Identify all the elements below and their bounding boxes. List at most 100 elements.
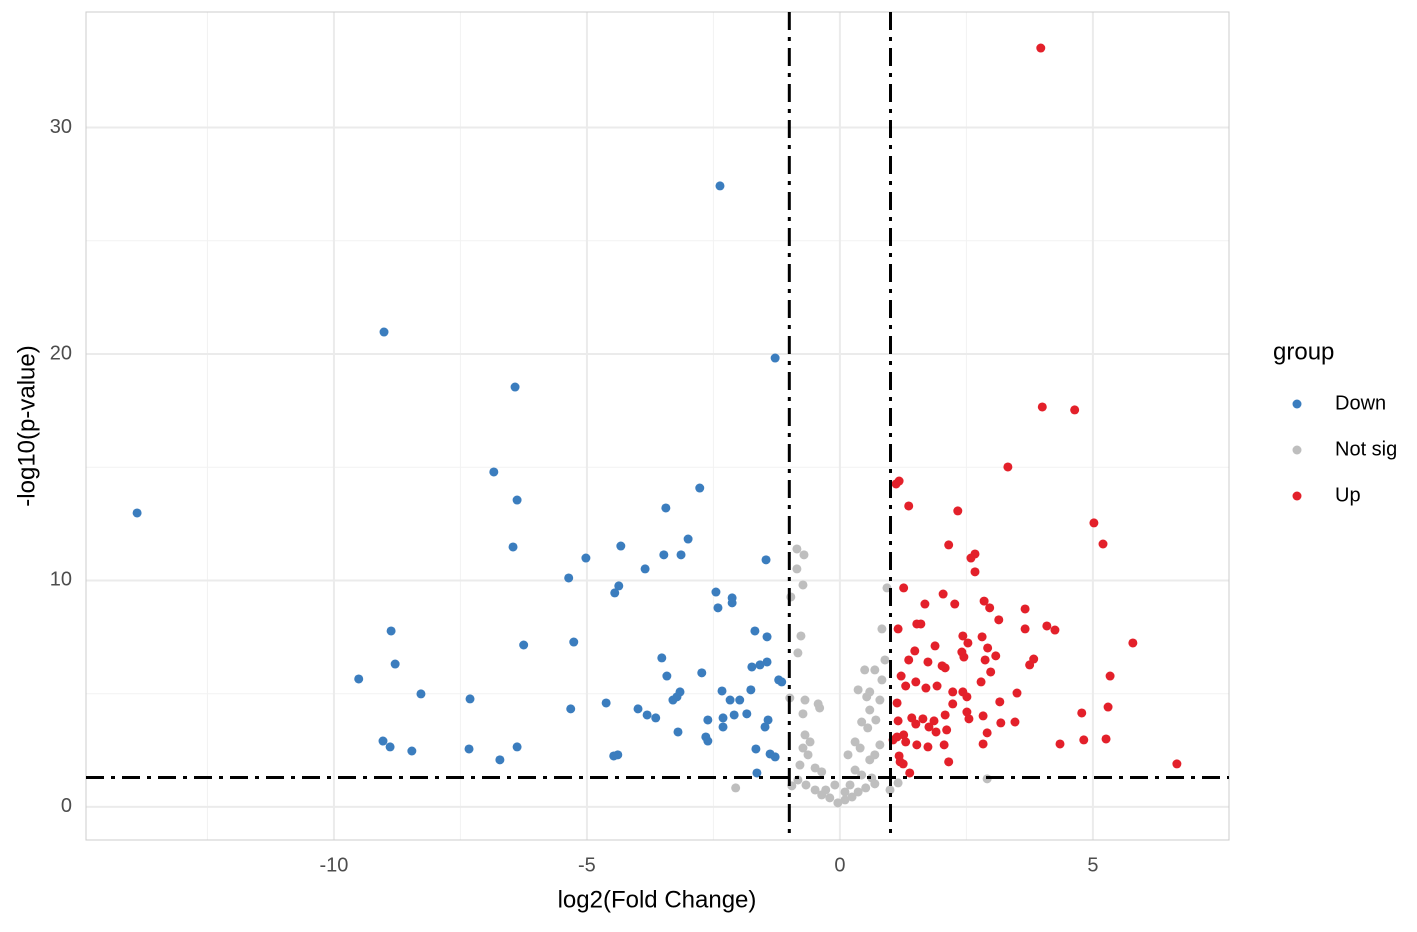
point <box>958 631 968 641</box>
point <box>725 695 735 705</box>
point <box>703 736 713 746</box>
point <box>860 665 870 675</box>
point <box>792 564 802 574</box>
point <box>651 713 661 723</box>
point <box>564 573 574 583</box>
point <box>863 723 873 733</box>
point <box>715 181 725 191</box>
point <box>742 709 752 719</box>
point <box>911 677 921 687</box>
point <box>942 725 952 735</box>
point <box>697 668 707 678</box>
point <box>959 652 969 662</box>
point <box>977 632 987 642</box>
point <box>870 779 880 789</box>
point <box>1172 759 1182 769</box>
point <box>923 742 933 752</box>
point <box>937 661 947 671</box>
point <box>1103 702 1113 712</box>
point <box>508 542 518 552</box>
point <box>407 746 417 756</box>
point <box>924 722 934 732</box>
point <box>853 787 863 797</box>
point <box>944 540 954 550</box>
point <box>911 719 921 729</box>
point <box>1010 717 1020 727</box>
point <box>865 755 875 765</box>
point <box>795 760 805 770</box>
point <box>893 716 903 726</box>
point <box>1077 708 1087 718</box>
point <box>718 713 728 723</box>
point <box>512 495 522 505</box>
point <box>921 683 931 693</box>
point <box>963 638 973 648</box>
point <box>581 553 591 563</box>
point <box>962 692 972 702</box>
point <box>416 689 426 699</box>
point <box>948 687 958 697</box>
point <box>464 744 474 754</box>
point <box>810 785 820 795</box>
point <box>713 603 723 613</box>
point <box>939 740 949 750</box>
point <box>747 662 757 672</box>
point <box>465 694 475 704</box>
point <box>796 631 806 641</box>
point <box>800 730 810 740</box>
point <box>871 715 881 725</box>
point <box>904 655 914 665</box>
point <box>964 714 974 724</box>
point <box>770 752 780 762</box>
point <box>640 564 650 574</box>
point <box>904 501 914 511</box>
point <box>877 624 887 634</box>
point <box>727 598 737 608</box>
point <box>385 742 395 752</box>
legend-title: group <box>1273 338 1334 365</box>
point <box>1055 739 1065 749</box>
point <box>1003 462 1013 472</box>
point <box>918 714 928 724</box>
point <box>996 718 1006 728</box>
point <box>793 648 803 658</box>
point <box>711 587 721 597</box>
point <box>891 479 901 489</box>
point <box>840 787 850 797</box>
point <box>912 740 922 750</box>
point <box>762 657 772 667</box>
point <box>985 603 995 613</box>
point <box>798 580 808 590</box>
point <box>978 739 988 749</box>
point <box>930 641 940 651</box>
point <box>601 698 611 708</box>
point <box>905 768 915 778</box>
legend-label: Up <box>1335 484 1361 506</box>
point <box>662 671 672 681</box>
legend-swatch <box>1292 399 1302 409</box>
x-tick-label: 0 <box>834 854 845 876</box>
point <box>378 736 388 746</box>
point <box>762 632 772 642</box>
point <box>865 705 875 715</box>
point <box>657 653 667 663</box>
point <box>893 778 903 788</box>
point <box>901 681 911 691</box>
point <box>755 660 765 670</box>
point <box>862 692 872 702</box>
y-tick-label: 0 <box>61 795 72 817</box>
point <box>912 619 922 629</box>
point <box>718 722 728 732</box>
point <box>893 624 903 634</box>
point <box>932 681 942 691</box>
point <box>1020 624 1030 634</box>
point <box>569 637 579 647</box>
point <box>695 483 705 493</box>
legend-swatch <box>1292 445 1302 455</box>
point <box>1036 43 1046 53</box>
point <box>843 750 853 760</box>
panel-border <box>85 11 1230 841</box>
point <box>777 677 787 687</box>
point <box>940 710 950 720</box>
